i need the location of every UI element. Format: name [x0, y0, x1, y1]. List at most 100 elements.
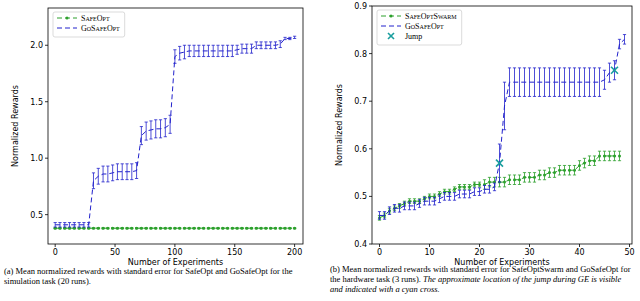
caption-text: (a) Mean normalized rewards with standar… [4, 266, 292, 286]
error-bar [383, 212, 386, 220]
point [169, 227, 172, 230]
point [548, 171, 551, 174]
x-tick-label: 150 [227, 248, 242, 257]
point [173, 227, 176, 230]
x-tick-label: 20 [474, 248, 484, 257]
point [543, 173, 546, 176]
legend-item: GoSafeOpt [57, 24, 120, 33]
error-bar [558, 165, 561, 175]
point [463, 185, 466, 188]
error-bar [87, 228, 90, 229]
point [135, 227, 138, 230]
error-bar [438, 195, 441, 203]
error-bar [221, 228, 224, 229]
error-bar [264, 228, 267, 229]
point [260, 227, 263, 230]
y-tick [369, 53, 372, 54]
error-bar [197, 228, 200, 229]
error-bar [240, 44, 243, 53]
point [116, 227, 119, 230]
error-bar [618, 151, 621, 161]
y-tick [369, 101, 372, 102]
x-tick [55, 244, 56, 247]
x-tick-label: 50 [624, 248, 634, 257]
error-bar [207, 45, 210, 56]
point [279, 227, 282, 230]
point [164, 227, 167, 230]
error-bar [563, 68, 566, 97]
error-bar [463, 185, 466, 190]
error-bar [236, 228, 239, 229]
error-bar [183, 228, 186, 229]
x-tick-label: 200 [287, 248, 302, 257]
x-tick-label: 0 [377, 248, 382, 257]
error-bar [135, 228, 138, 229]
error-bar [573, 165, 576, 175]
error-bar [533, 173, 536, 183]
plot-area [54, 36, 297, 229]
y-axis-label: Normalized Rewards [335, 84, 344, 166]
error-bar [473, 188, 476, 196]
error-bar [54, 228, 57, 229]
point [274, 227, 277, 230]
point [269, 227, 272, 230]
y-tick-label: 0.7 [354, 97, 367, 106]
error-bar [97, 168, 100, 184]
error-bar [608, 151, 611, 161]
point [578, 164, 581, 167]
point [202, 227, 205, 230]
point [92, 227, 95, 230]
error-bar [111, 165, 114, 181]
point [212, 227, 215, 230]
point [448, 190, 451, 193]
error-bar [583, 158, 586, 168]
point [468, 185, 471, 188]
x-tick [294, 244, 295, 247]
error-bar [154, 120, 157, 138]
point [54, 227, 57, 230]
error-bar [398, 204, 401, 212]
error-bar [608, 63, 611, 82]
point [245, 227, 248, 230]
error-bar [418, 200, 421, 208]
y-tick [45, 45, 48, 46]
point [193, 227, 196, 230]
point [284, 227, 287, 230]
error-bar [408, 202, 411, 210]
error-bar [598, 68, 601, 97]
error-bar [488, 177, 491, 187]
error-bar [101, 228, 104, 229]
point [478, 183, 481, 186]
point [183, 227, 186, 230]
legend: SafeOptGoSafeOpt [53, 12, 125, 37]
legend-label: Jump [405, 32, 422, 41]
error-bar [553, 68, 556, 97]
legend-label: GoSafeOpt [405, 22, 444, 31]
error-bar [573, 68, 576, 97]
error-bar [68, 223, 71, 228]
error-bar [288, 37, 291, 39]
legend-item: SafeOpt [57, 14, 110, 23]
error-bar [563, 165, 566, 175]
point [121, 227, 124, 230]
x-tick [629, 244, 630, 247]
y-tick [45, 158, 48, 159]
y-tick [369, 148, 372, 149]
error-bar [264, 42, 267, 49]
error-bar [259, 42, 262, 49]
point [533, 176, 536, 179]
point [73, 227, 76, 230]
error-bar [255, 228, 258, 229]
error-bar [603, 151, 606, 161]
y-tick-label: 0.5 [30, 211, 43, 220]
error-bar [250, 44, 253, 53]
error-bar [288, 228, 291, 229]
point [538, 173, 541, 176]
caption: (a) Mean normalized rewards with standar… [4, 266, 309, 286]
error-bar [548, 68, 551, 97]
error-bar [231, 228, 234, 229]
y-tick-label: 2.0 [30, 41, 43, 50]
point [188, 227, 191, 230]
y-tick-label: 0.4 [354, 240, 367, 249]
point [288, 227, 291, 230]
